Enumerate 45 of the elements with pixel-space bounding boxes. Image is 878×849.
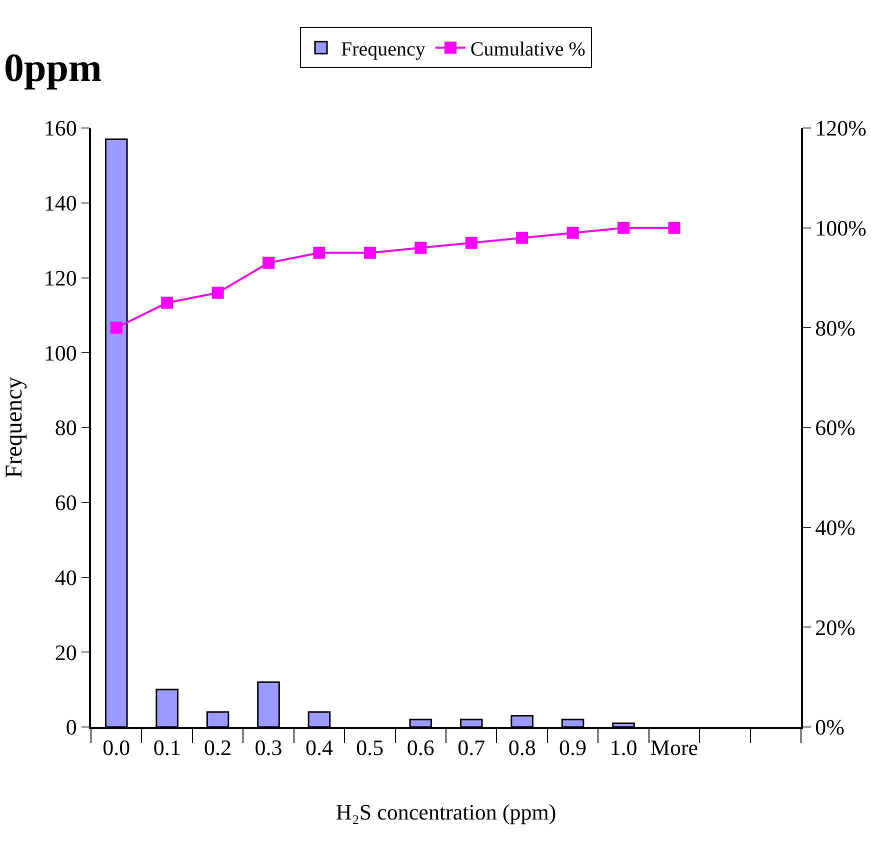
x-tick-label: More xyxy=(650,735,698,760)
point xyxy=(516,232,528,244)
y-tick-label: 160 xyxy=(44,116,77,141)
x-tick-label: 0.7 xyxy=(458,735,486,760)
x-tick-label: 0.1 xyxy=(153,735,181,760)
x-tick-label: 0.6 xyxy=(406,735,434,760)
point xyxy=(110,322,122,334)
y-tick-label: 120 xyxy=(44,265,77,290)
legend-label: Frequency xyxy=(341,38,426,60)
x-tick-label: 0.9 xyxy=(559,735,587,760)
y2-tick-label: 120% xyxy=(815,116,866,141)
legend-label: Cumulative % xyxy=(470,38,586,60)
y-tick-label: 60 xyxy=(54,490,77,516)
x-tick-label: 0.0 xyxy=(102,735,130,760)
point xyxy=(161,296,174,309)
y2-tick-label: 60% xyxy=(815,415,856,440)
point xyxy=(414,242,427,254)
point xyxy=(364,246,376,259)
y2-tick-label: 80% xyxy=(815,315,856,340)
y-axis-title: Frequency xyxy=(1,376,28,478)
x-tick-label: 1.0 xyxy=(610,735,638,760)
x-axis-title: H₂S concentration (ppm) xyxy=(336,800,556,825)
x-tick-label: 0.2 xyxy=(204,735,232,760)
y-tick-label: 140 xyxy=(44,190,77,216)
y-tick-label: 0 xyxy=(66,714,77,740)
point xyxy=(313,246,326,259)
y2-tick-label: 100% xyxy=(815,216,866,241)
y-tick-label: 40 xyxy=(54,564,77,590)
y-tick-label: 80 xyxy=(54,415,77,440)
y-tick-label: 20 xyxy=(54,640,77,665)
x-tick-label: 0.8 xyxy=(508,735,536,760)
point xyxy=(668,222,680,234)
point xyxy=(212,286,224,299)
point xyxy=(465,236,478,249)
y2-tick-label: 20% xyxy=(815,614,856,640)
point xyxy=(262,256,274,269)
x-tick-label: 0.4 xyxy=(305,735,333,760)
y2-tick-label: 0% xyxy=(815,714,844,740)
x-tick-label: 0.3 xyxy=(254,735,282,760)
x-tick-label: 0.5 xyxy=(356,735,384,760)
point xyxy=(566,226,579,239)
y2-tick-label: 40% xyxy=(815,515,856,540)
chart-title: 0ppm xyxy=(4,45,102,90)
point xyxy=(618,222,630,234)
y-tick-label: 100 xyxy=(44,340,77,366)
